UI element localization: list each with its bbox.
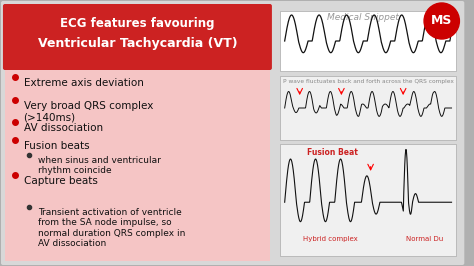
Bar (5, 5, 270, 261)
Text: Ventricular Tachycardia (VT): Ventricular Tachycardia (VT) (37, 36, 237, 49)
Circle shape (424, 3, 459, 39)
Text: AV dissociation: AV dissociation (24, 123, 103, 133)
Text: Normal Du: Normal Du (406, 236, 444, 242)
Text: ECG features favouring: ECG features favouring (60, 16, 215, 30)
Text: when sinus and ventricular
rhythm coincide: when sinus and ventricular rhythm coinci… (38, 156, 161, 175)
Text: MS: MS (431, 15, 452, 27)
FancyBboxPatch shape (3, 4, 272, 70)
FancyBboxPatch shape (1, 1, 465, 265)
Text: Fusion beats: Fusion beats (24, 141, 89, 151)
Text: Extreme axis deviation: Extreme axis deviation (24, 78, 144, 88)
Text: P wave fluctuates back and forth across the QRS complex: P wave fluctuates back and forth across … (283, 79, 454, 84)
Text: Hybrid complex: Hybrid complex (303, 236, 358, 242)
Text: Very broad QRS complex
(>140ms): Very broad QRS complex (>140ms) (24, 101, 153, 123)
Text: Transient activation of ventricle
from the SA node impulse, so
normal duration Q: Transient activation of ventricle from t… (38, 208, 186, 248)
Text: Medical Snippet: Medical Snippet (327, 14, 399, 23)
Bar (280, 11, 456, 71)
Text: Capture beats: Capture beats (24, 176, 98, 186)
Text: Fusion Beat: Fusion Beat (307, 148, 358, 157)
Bar (280, 144, 456, 256)
Bar (280, 76, 456, 140)
